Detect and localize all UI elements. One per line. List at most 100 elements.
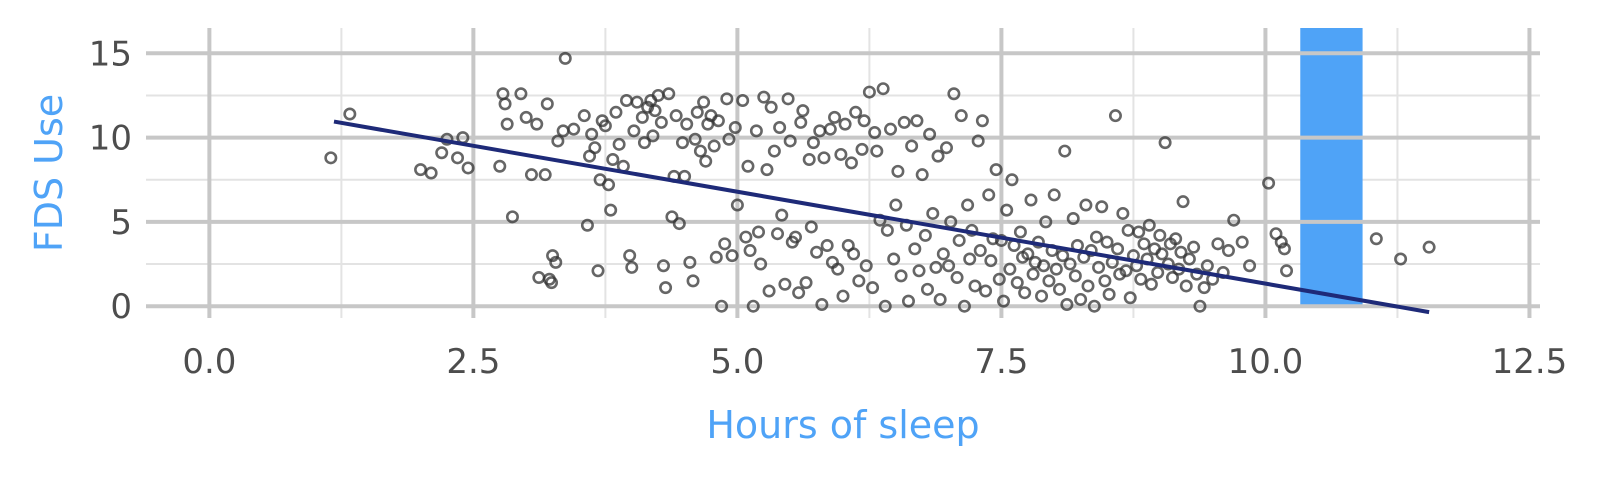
y-tick-label: 5	[110, 203, 132, 243]
data-point	[1079, 198, 1093, 212]
data-point	[884, 122, 898, 136]
data-point	[982, 188, 996, 202]
data-point	[1005, 173, 1019, 187]
data-point	[1021, 247, 1035, 261]
data-point	[836, 289, 850, 303]
data-point	[585, 127, 599, 141]
data-point	[891, 164, 905, 178]
data-point	[868, 126, 882, 140]
data-point	[1422, 240, 1436, 254]
data-point	[957, 299, 971, 313]
data-point	[343, 107, 357, 121]
data-point	[580, 218, 594, 232]
data-point	[794, 115, 808, 129]
data-point	[915, 168, 929, 182]
data-point	[1074, 292, 1088, 306]
data-point	[414, 163, 428, 177]
data-point	[767, 144, 781, 158]
data-point	[675, 136, 689, 150]
data-point	[968, 279, 982, 293]
data-point	[556, 124, 570, 138]
data-point	[1013, 225, 1027, 239]
data-point	[524, 168, 538, 182]
data-point	[771, 227, 785, 241]
data-point	[551, 134, 565, 148]
data-point	[889, 198, 903, 212]
data-point	[546, 249, 560, 263]
data-point	[1089, 230, 1103, 244]
data-point	[1068, 269, 1082, 283]
data-point	[656, 259, 670, 273]
data-point	[952, 233, 966, 247]
data-point	[997, 294, 1011, 308]
data-point	[1132, 225, 1146, 239]
data-point	[1277, 242, 1291, 256]
y-tick-label: 0	[110, 287, 132, 327]
data-point	[878, 299, 892, 313]
data-point	[1182, 252, 1196, 266]
data-point	[815, 298, 829, 312]
data-point	[992, 272, 1006, 286]
data-point	[905, 139, 919, 153]
y-tick-label: 10	[89, 119, 132, 159]
data-point	[1165, 271, 1179, 285]
data-point	[1058, 144, 1072, 158]
data-point	[1123, 291, 1137, 305]
data-point	[778, 277, 792, 291]
data-point	[1098, 274, 1112, 288]
data-point	[1113, 267, 1127, 281]
data-point	[1197, 281, 1211, 295]
data-point	[665, 210, 679, 224]
data-point	[606, 153, 620, 167]
data-point	[1394, 252, 1408, 266]
data-point	[648, 104, 662, 118]
data-point	[532, 271, 546, 285]
data-point	[1211, 237, 1225, 251]
data-point	[931, 149, 945, 163]
data-point	[880, 223, 894, 237]
data-point	[894, 269, 908, 283]
data-point	[496, 87, 510, 101]
data-point	[1000, 203, 1014, 217]
data-point	[697, 95, 711, 109]
data-point	[591, 264, 605, 278]
data-point	[635, 110, 649, 124]
data-point	[1095, 200, 1109, 214]
data-point	[963, 252, 977, 266]
data-point	[718, 237, 732, 251]
data-point	[975, 114, 989, 128]
data-point	[1102, 287, 1116, 301]
data-point	[741, 159, 755, 173]
data-point	[1369, 232, 1383, 246]
data-point	[709, 250, 723, 264]
data-point	[567, 122, 581, 136]
data-point	[1026, 267, 1040, 281]
data-point	[847, 247, 861, 261]
data-point	[728, 120, 742, 134]
data-point	[781, 92, 795, 106]
data-point	[630, 95, 644, 109]
data-point	[1049, 262, 1063, 276]
data-point	[936, 247, 950, 261]
data-point	[1116, 206, 1130, 220]
data-point	[1137, 237, 1151, 251]
data-point	[984, 254, 998, 268]
data-point	[620, 94, 634, 108]
data-point	[1158, 136, 1172, 150]
data-point	[933, 292, 947, 306]
data-point	[1119, 264, 1133, 278]
data-point	[834, 147, 848, 161]
data-point	[1121, 223, 1135, 237]
data-point	[1262, 176, 1276, 190]
data-point	[549, 255, 563, 269]
data-point	[324, 151, 338, 165]
data-point	[514, 87, 528, 101]
data-point	[910, 114, 924, 128]
x-tick-label: 0.0	[182, 342, 236, 382]
data-point	[1142, 218, 1156, 232]
data-point	[1042, 274, 1056, 288]
data-point	[1035, 289, 1049, 303]
data-point	[1003, 262, 1017, 276]
data-point	[942, 259, 956, 273]
data-point	[870, 144, 884, 158]
